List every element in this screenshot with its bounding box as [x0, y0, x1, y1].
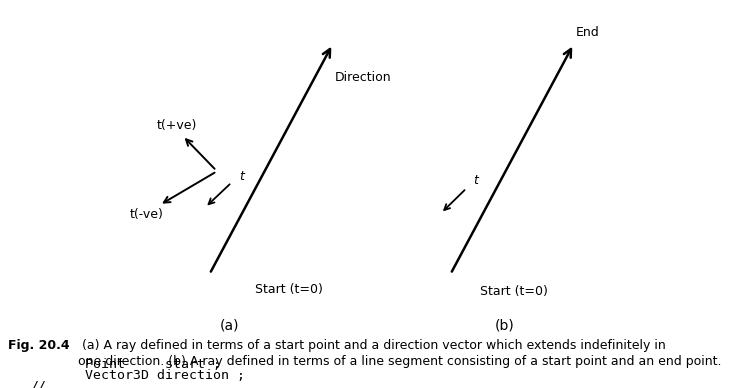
Text: End: End — [576, 26, 600, 39]
Text: t(-ve): t(-ve) — [130, 208, 163, 221]
Text: t: t — [239, 170, 244, 183]
Text: Point     start ;: Point start ; — [53, 358, 221, 371]
Text: Start (t=0): Start (t=0) — [480, 285, 548, 298]
Text: t: t — [473, 174, 477, 187]
Text: (a) A ray defined in terms of a start point and a direction vector which extends: (a) A ray defined in terms of a start po… — [78, 340, 721, 367]
Text: (a): (a) — [220, 319, 239, 333]
Text: Start (t=0): Start (t=0) — [255, 283, 322, 296]
Text: (b): (b) — [495, 319, 514, 333]
Text: t(+ve): t(+ve) — [157, 119, 197, 132]
Text: Fig. 20.4: Fig. 20.4 — [8, 340, 69, 353]
Text: Vector3D direction ;: Vector3D direction ; — [53, 369, 245, 382]
Text: Direction: Direction — [335, 71, 392, 84]
Text: //...: //... — [30, 379, 70, 388]
